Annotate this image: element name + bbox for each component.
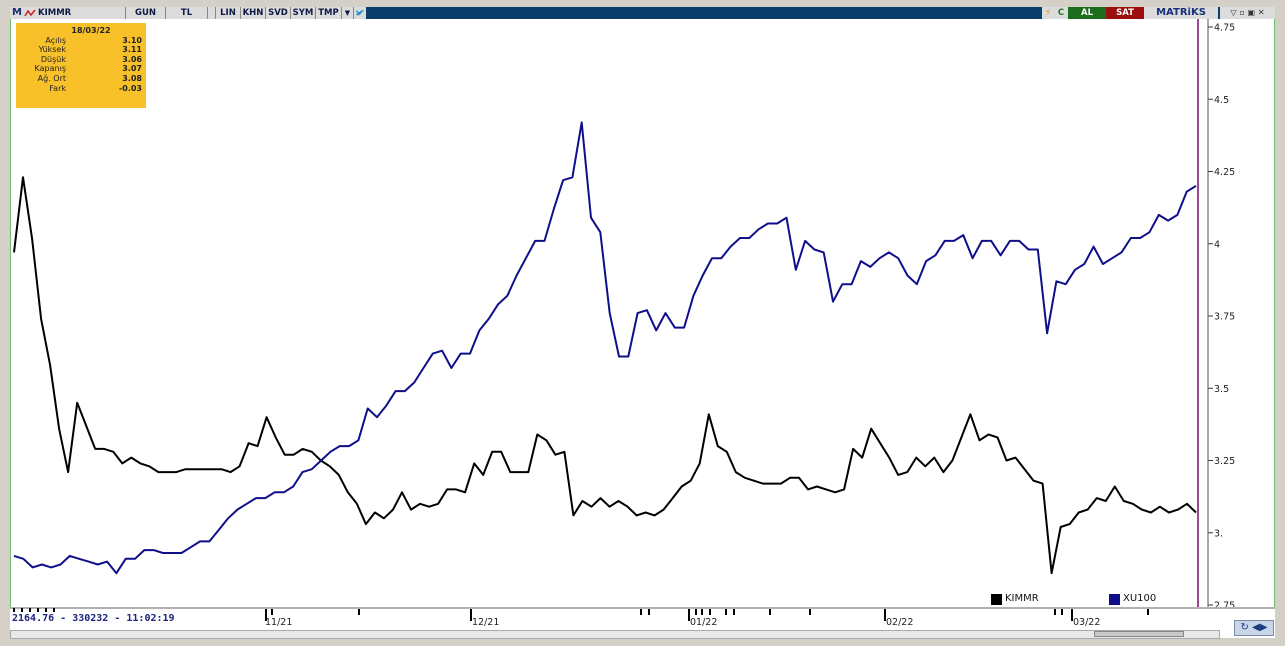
legend-label-kimmr: KIMMR	[1005, 593, 1039, 604]
info-value: -0.03	[118, 83, 142, 93]
status-readout: 2164.76 - 330232 - 11:02:19	[12, 613, 175, 624]
lightning-icon[interactable]: ⚡	[1042, 7, 1054, 19]
info-label: Düşük	[40, 54, 66, 64]
ohlc-info-box: 18/03/22 Açılış 3.10 Yüksek 3.11 Düşük 3.06…	[16, 23, 146, 108]
dropdown-icon[interactable]: ▼	[342, 7, 354, 19]
legend-swatch-kimmr	[991, 594, 1002, 605]
navigation-buttons: ↻ ◀▶	[1234, 620, 1274, 636]
prev-arrow-icon[interactable]: ◀	[1252, 622, 1260, 633]
y-tick-label: 3.5	[1214, 384, 1229, 395]
info-value: 3.11	[122, 45, 142, 55]
tmp-button[interactable]: TMP	[316, 7, 342, 19]
x-tick-label: 02/22	[886, 617, 914, 628]
twitter-icon-glyph	[356, 10, 364, 16]
y-tick-label: 4.5	[1214, 95, 1229, 106]
horizontal-scrollbar[interactable]	[10, 630, 1220, 639]
chart-area[interactable]: 4.75 4.5 4.25 4 3.75 3.5 3.25 3. 2.75	[10, 19, 1275, 607]
info-row-avg: Ağ. Ort 3.08	[16, 74, 146, 84]
lin-button[interactable]: LIN	[216, 7, 241, 19]
sym-button[interactable]: SYM	[291, 7, 316, 19]
series-group	[13, 121, 1197, 575]
svd-button[interactable]: SVD	[266, 7, 291, 19]
info-label: Ağ. Ort	[37, 73, 66, 83]
series-line-xu100	[13, 121, 1197, 575]
toolbar-separator	[208, 7, 216, 19]
info-label: Açılış	[45, 35, 66, 45]
price-chart[interactable]: 4.75 4.5 4.25 4 3.75 3.5 3.25 3. 2.75	[11, 19, 1274, 607]
c-button[interactable]: C	[1054, 7, 1068, 19]
close-icon[interactable]: ✕	[1257, 8, 1265, 17]
info-row-diff: Fark -0.03	[16, 84, 146, 94]
twitter-icon[interactable]	[354, 7, 366, 19]
next-arrow-icon[interactable]: ▶	[1259, 622, 1268, 633]
chart-toolbar: M KIMMR GUN TL LIN KHN SVD SYM TMP ▼ ⚡ C…	[10, 7, 1275, 19]
sell-button[interactable]: SAT	[1106, 7, 1144, 19]
matriks-logo: M	[10, 7, 24, 19]
x-tick-label: 03/22	[1073, 617, 1101, 628]
y-tick-label: 3.75	[1214, 312, 1235, 323]
y-tick-label: 4	[1214, 239, 1220, 250]
window-controls: ▽ ▫ ▣ ✕	[1220, 7, 1275, 19]
y-tick-label: 4.75	[1214, 23, 1235, 34]
series-line-kimmr	[13, 176, 1197, 575]
x-axis-ticks	[10, 607, 1275, 621]
y-tick-label: 2.75	[1214, 601, 1235, 608]
y-tick-label: 4.25	[1214, 167, 1235, 178]
x-tick-label: 12/21	[472, 617, 500, 628]
info-value: 3.07	[122, 64, 142, 74]
legend-swatch-xu100	[1109, 594, 1120, 605]
period-button[interactable]: GUN	[126, 7, 166, 19]
info-row-low: Düşük 3.06	[16, 55, 146, 65]
y-axis: 4.75 4.5 4.25 4 3.75 3.5 3.25 3. 2.75	[1208, 23, 1235, 608]
refresh-icon[interactable]: ↻	[1240, 622, 1249, 633]
y-tick-label: 3.25	[1214, 456, 1235, 467]
chart-type-icon-glyph	[24, 9, 36, 17]
info-label: Yüksek	[38, 45, 66, 55]
info-label: Kapanış	[34, 64, 66, 74]
info-row-open: Açılış 3.10	[16, 36, 146, 46]
info-row-close: Kapanış 3.07	[16, 64, 146, 74]
scrollbar-thumb[interactable]	[1094, 631, 1184, 637]
symbol-field[interactable]: KIMMR	[36, 7, 126, 19]
x-tick-label: 01/22	[690, 617, 718, 628]
legend-label-xu100: XU100	[1123, 593, 1157, 604]
info-value: 3.10	[122, 35, 142, 45]
x-tick-marks	[13, 608, 1149, 621]
khn-button[interactable]: KHN	[241, 7, 266, 19]
restore-icon[interactable]: ▣	[1247, 8, 1256, 17]
x-tick-label: 11/21	[265, 617, 293, 628]
chart-type-icon[interactable]	[24, 7, 36, 19]
info-value: 3.06	[122, 54, 142, 64]
buy-button[interactable]: AL	[1068, 7, 1106, 19]
minimize-icon[interactable]: ▽	[1230, 8, 1237, 17]
currency-button[interactable]: TL	[166, 7, 208, 19]
y-tick-label: 3.	[1214, 528, 1223, 539]
brand-label: MATRiKS	[1144, 7, 1218, 19]
info-date: 18/03/22	[71, 26, 111, 35]
maximize-icon[interactable]: ▫	[1239, 8, 1245, 17]
info-row-high: Yüksek 3.11	[16, 45, 146, 55]
info-label: Fark	[49, 83, 66, 93]
info-value: 3.08	[122, 73, 142, 83]
